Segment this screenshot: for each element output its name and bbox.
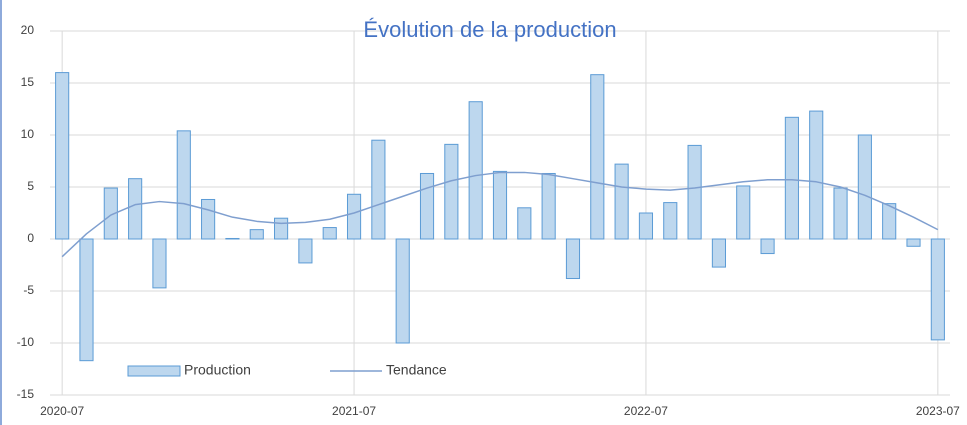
bar <box>760 238 775 255</box>
bar <box>395 238 410 344</box>
legend-swatch <box>127 365 181 377</box>
y-tick-label: 5 <box>27 179 34 193</box>
bar <box>565 238 581 280</box>
bar <box>906 238 921 247</box>
bar <box>419 172 435 240</box>
bar <box>371 139 386 240</box>
bar <box>541 172 556 240</box>
bar <box>492 170 508 240</box>
bar <box>55 72 70 240</box>
y-tick-label: 10 <box>21 127 35 141</box>
bar <box>614 163 629 240</box>
trend-line <box>61 171 939 258</box>
bar <box>298 238 313 264</box>
bar <box>225 237 240 240</box>
bar <box>833 187 848 240</box>
y-tick-label: -10 <box>17 335 35 349</box>
x-tick-label: 2023-07 <box>916 404 960 418</box>
x-tick-label: 2022-07 <box>624 404 668 418</box>
bar <box>79 238 94 362</box>
bar <box>322 227 337 240</box>
bar <box>784 116 799 240</box>
x-tick-label: 2021-07 <box>332 404 376 418</box>
bar <box>687 144 702 240</box>
bar <box>249 229 264 240</box>
bar <box>152 238 167 289</box>
x-tick-label: 2020-07 <box>40 404 84 418</box>
bar <box>468 101 483 240</box>
chart-title: Évolution de la production <box>363 17 616 42</box>
bar <box>809 110 824 240</box>
legend-label: Tendance <box>386 362 447 378</box>
bar <box>882 203 897 240</box>
bar <box>590 74 605 240</box>
y-tick-label: -5 <box>23 283 34 297</box>
y-tick-label: 15 <box>21 75 35 89</box>
legend-label: Production <box>184 362 251 378</box>
bar <box>711 238 726 268</box>
bar <box>638 212 654 240</box>
bar <box>736 185 751 240</box>
y-tick-label: -15 <box>17 387 35 401</box>
y-tick-label: 0 <box>27 231 34 245</box>
bar <box>857 134 872 240</box>
bar <box>176 130 191 240</box>
bar <box>930 238 945 341</box>
bar <box>103 187 118 240</box>
bar <box>201 198 216 240</box>
y-tick-label: 20 <box>21 23 35 37</box>
bar <box>274 217 289 240</box>
bar <box>128 178 143 240</box>
bar <box>444 143 459 240</box>
bar <box>663 202 678 240</box>
bar <box>346 193 362 240</box>
bar <box>517 207 532 240</box>
